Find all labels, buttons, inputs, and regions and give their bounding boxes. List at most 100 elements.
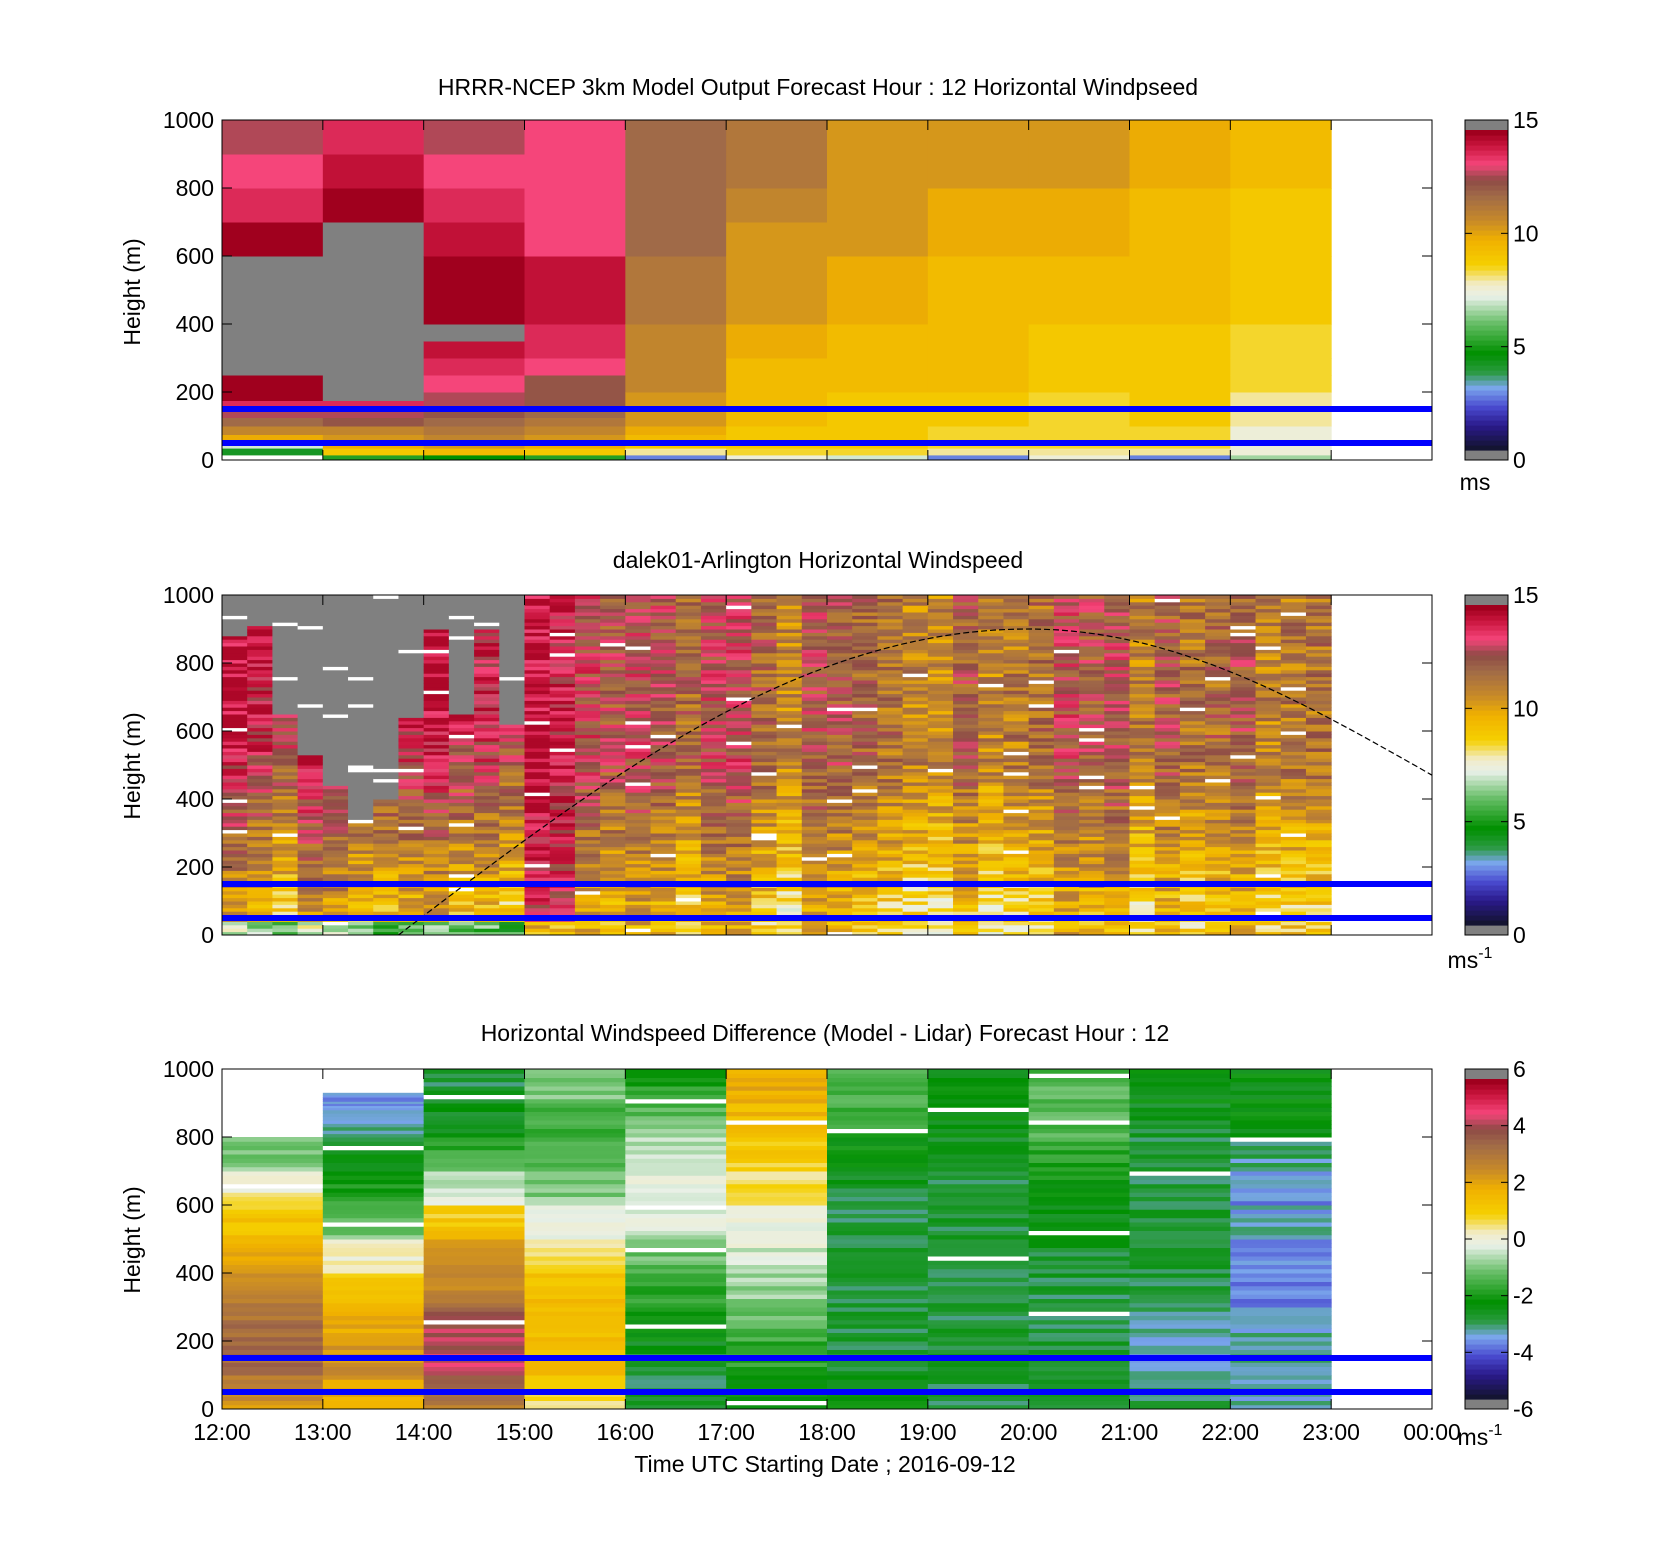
lidar-cell: [272, 853, 299, 858]
lidar-cell: [1028, 846, 1055, 851]
lidar-cell: [726, 921, 752, 926]
lidar-cell: [600, 646, 626, 650]
lidar-cell: [1230, 829, 1257, 834]
difference-cell: [322, 1404, 425, 1410]
lidar-cell: [827, 737, 853, 742]
lidar-cell: [600, 829, 626, 834]
lidar-cell: [1154, 751, 1181, 756]
lidar-cell: [1205, 860, 1231, 865]
lidar-cell: [877, 822, 904, 827]
lidar-cell: [549, 765, 576, 769]
lidar-cell: [600, 761, 626, 766]
lidar-cell: [373, 846, 399, 851]
lidar-cell: [348, 676, 374, 681]
lidar-cell: [398, 700, 425, 705]
lidar-cell: [1280, 656, 1307, 661]
model-cell: [1129, 448, 1231, 456]
lidar-cell: [1028, 652, 1055, 657]
lidar-cell: [675, 639, 702, 644]
lidar-cell: [1028, 931, 1055, 936]
lidar-cell: [448, 836, 475, 841]
lidar-cell: [776, 839, 803, 844]
lidar-cell: [625, 700, 652, 705]
lidar-cell: [827, 907, 853, 912]
lidar-cell: [499, 635, 525, 640]
model-cell: [927, 256, 1030, 325]
lidar-cell: [398, 877, 425, 882]
lidar-cell: [776, 901, 803, 905]
lidar-cell: [600, 897, 626, 902]
lidar-cell: [1255, 754, 1282, 759]
lidar-cell: [1003, 761, 1030, 766]
lidar-cell: [1104, 873, 1130, 878]
lidar-cell: [524, 608, 551, 613]
lidar-cell: [927, 669, 954, 674]
lidar-cell: [827, 727, 853, 732]
lidar-cell: [700, 931, 727, 936]
lidar-cell: [700, 669, 727, 674]
lidar-cell: [247, 605, 273, 610]
lidar-cell: [953, 697, 979, 701]
lidar-cell: [902, 870, 929, 875]
lidar-cell: [499, 686, 525, 691]
model-cell: [423, 256, 525, 325]
lidar-cell: [1255, 652, 1282, 657]
lidar-cell: [524, 676, 551, 681]
panel-3-ylabel: Height (m): [119, 1186, 145, 1293]
lidar-cell: [1179, 666, 1206, 671]
lidar-cell: [474, 890, 500, 895]
lidar-cell: [549, 887, 576, 892]
lidar-cell: [852, 860, 878, 865]
model-cell: [222, 120, 324, 155]
lidar-cell: [1280, 748, 1307, 752]
lidar-cell: [499, 860, 525, 865]
lidar-cell: [549, 608, 576, 613]
colorbar-segment: [1465, 625, 1508, 631]
lidar-cell: [1305, 799, 1332, 803]
lidar-cell: [700, 598, 727, 603]
lidar-cell: [398, 829, 425, 834]
lidar-cell: [650, 686, 677, 691]
lidar-cell: [1079, 744, 1105, 749]
lidar-cell: [776, 700, 803, 705]
lidar-cell: [877, 683, 904, 688]
lidar-cell: [877, 673, 904, 678]
lidar-cell: [978, 809, 1004, 814]
lidar-cell: [1230, 887, 1257, 892]
lidar-cell: [574, 809, 601, 814]
lidar-cell: [322, 894, 349, 899]
lidar-cell: [549, 829, 576, 834]
lidar-cell: [751, 846, 778, 851]
lidar-cell: [1154, 680, 1181, 684]
lidar-cell: [574, 873, 601, 878]
lidar-cell: [1179, 901, 1206, 905]
lidar-cell: [625, 612, 652, 616]
lidar-cell: [776, 659, 803, 664]
lidar-cell: [852, 863, 878, 868]
lidar-cell: [1129, 792, 1156, 797]
lidar-cell: [348, 663, 374, 667]
lidar-cell: [650, 646, 677, 650]
lidar-cell: [978, 839, 1004, 844]
lidar-cell: [574, 741, 601, 746]
colorbar-segment: [1465, 290, 1508, 296]
lidar-cell: [801, 666, 828, 671]
lidar-cell: [1280, 612, 1307, 616]
model-cell: [322, 222, 425, 401]
lidar-cell: [499, 737, 525, 742]
lidar-cell: [700, 785, 727, 790]
lidar-cell: [700, 924, 727, 929]
difference-cell: [222, 1205, 324, 1210]
lidar-cell: [247, 748, 273, 752]
lidar-cell: [852, 748, 878, 752]
lidar-cell: [1028, 873, 1055, 878]
colorbar-segment: [1465, 325, 1508, 331]
lidar-cell: [1104, 846, 1130, 851]
lidar-cell: [1179, 863, 1206, 868]
lidar-cell: [675, 720, 702, 725]
lidar-cell: [1079, 669, 1105, 674]
lidar-cell: [852, 816, 878, 820]
lidar-cell: [524, 646, 551, 650]
lidar-cell: [322, 890, 349, 895]
lidar-cell: [1205, 673, 1231, 678]
